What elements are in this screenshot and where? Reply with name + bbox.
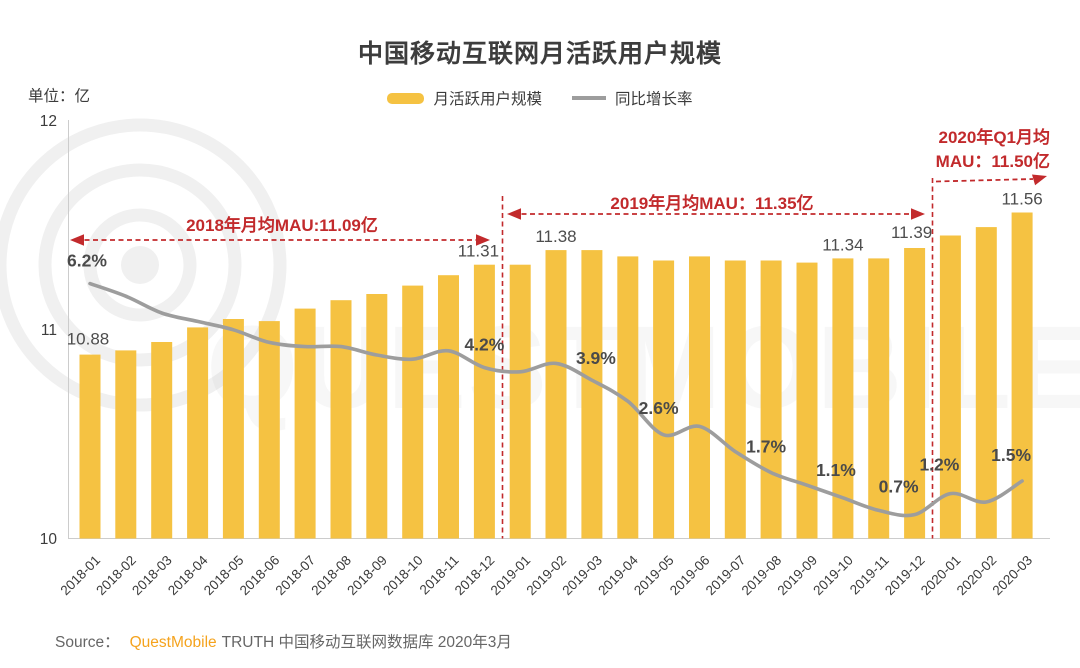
growth-rate-line bbox=[88, 281, 1024, 518]
watermark-circles-icon bbox=[0, 118, 287, 412]
y-tick-label: 11 bbox=[41, 322, 57, 339]
arrow-2020-span bbox=[935, 178, 1034, 183]
bar-2018-10 bbox=[402, 285, 424, 539]
annotation-2020q1-line2: MAU：11.50亿 bbox=[935, 152, 1050, 171]
arrowhead-right-icon bbox=[1031, 174, 1047, 186]
bar-2018-03 bbox=[151, 342, 173, 539]
bar-2018-05 bbox=[222, 319, 244, 539]
legend-label-mau: 月活跃用户规模 bbox=[433, 91, 542, 108]
bar-2018-08 bbox=[330, 300, 352, 539]
arrowhead-right-icon bbox=[911, 208, 925, 220]
bar-2019-12 bbox=[904, 248, 926, 539]
legend: 月活跃用户规模 同比增长率 bbox=[0, 87, 1080, 109]
growth-value-label-2018-12: 4.2% bbox=[464, 335, 504, 355]
bar-swatch-icon bbox=[387, 92, 425, 104]
source-label: Source： bbox=[55, 634, 120, 651]
source-line: Source： QuestMobile TRUTH 中国移动互联网数据库 2020年… bbox=[55, 630, 512, 652]
bar-2019-01 bbox=[509, 264, 531, 539]
bar-value-label-2018-12: 11.31 bbox=[458, 242, 499, 261]
bar-value-label-2020-03: 11.56 bbox=[1001, 190, 1042, 209]
bar-value-label-2019-02: 11.38 bbox=[535, 227, 576, 246]
watermark-text: QUESTMOBILE bbox=[206, 302, 1080, 434]
annotation-2019-avg-mau: 2019年月均MAU：11.35亿 bbox=[610, 194, 814, 213]
y-axis-ticks: 12 11 10 bbox=[40, 113, 58, 548]
bar-2019-03 bbox=[581, 250, 603, 539]
bar-value-labels: 10.88 11.31 11.38 11.34 11.39 11.56 bbox=[67, 190, 1043, 349]
growth-value-label-2020-03: 1.5% bbox=[991, 445, 1031, 465]
red-annotations bbox=[70, 174, 1047, 539]
x-tick-label-2020-03: 2020-03 bbox=[990, 553, 1036, 599]
bar-2019-04 bbox=[617, 256, 639, 539]
growth-value-labels: 6.2% 4.2% 3.9% 2.6% 1.7% 1.1% 0.7%1.2% 1.5% bbox=[67, 251, 1031, 497]
bar-2018-06 bbox=[258, 321, 280, 539]
bar-value-label-2018-01: 10.88 bbox=[67, 330, 110, 349]
y-tick-label: 12 bbox=[40, 113, 57, 130]
growth-value-label-2019-10: 1.1% bbox=[816, 460, 856, 480]
bar-value-label-2019-12: 11.39 bbox=[891, 223, 932, 242]
bar-2019-02 bbox=[545, 250, 567, 539]
watermark-circles-icon bbox=[38, 163, 242, 367]
source-brand: QuestMobile bbox=[129, 634, 217, 651]
x-tick-label-2018-10: 2018-10 bbox=[380, 553, 426, 599]
growth-value-label-2020-01: 1.2% bbox=[919, 455, 959, 475]
bar-value-label-2019-10: 11.34 bbox=[822, 235, 863, 254]
y-axis-unit-label: 单位：亿 bbox=[28, 88, 91, 105]
legend-item-growth: 同比增长率 bbox=[572, 87, 693, 109]
bar-2018-02 bbox=[115, 350, 137, 539]
source-rest: TRUTH 中国移动互联网数据库 2020年3月 bbox=[221, 634, 512, 651]
bar-2019-09 bbox=[796, 262, 818, 539]
growth-value-label-2018-01: 6.2% bbox=[67, 251, 107, 271]
arrowhead-left-icon bbox=[507, 208, 521, 220]
growth-value-label-2019-12: 0.7% bbox=[879, 477, 919, 497]
bar-2018-01 bbox=[79, 354, 101, 539]
bar-2020-02 bbox=[975, 227, 997, 539]
bar-2020-03 bbox=[1011, 212, 1033, 539]
bar-2018-12 bbox=[473, 264, 495, 539]
legend-item-mau: 月活跃用户规模 bbox=[387, 87, 542, 109]
page-title: 中国移动互联网月活跃用户规模 bbox=[357, 40, 722, 68]
bar-2018-09 bbox=[366, 294, 388, 539]
bar-2019-05 bbox=[653, 260, 675, 539]
bar-2019-11 bbox=[868, 258, 890, 539]
bars-series bbox=[79, 212, 1033, 539]
x-axis-labels: 2018-012018-022018-032018-042018-052018-… bbox=[57, 552, 1035, 598]
growth-value-label-2019-05: 2.6% bbox=[639, 398, 679, 418]
bar-2019-10 bbox=[832, 258, 854, 539]
growth-value-label-2019-08: 1.7% bbox=[746, 437, 786, 457]
bar-2018-04 bbox=[187, 327, 209, 539]
watermark-circles-icon bbox=[83, 208, 197, 322]
bar-2019-07 bbox=[724, 260, 746, 539]
annotation-2018-avg-mau: 2018年月均MAU:11.09亿 bbox=[186, 216, 378, 235]
annotation-2020q1-line1: 2020年Q1月均 bbox=[938, 128, 1051, 147]
watermark: QUESTMOBILE bbox=[0, 118, 1080, 434]
legend-label-growth: 同比增长率 bbox=[615, 91, 693, 108]
annotation-2020q1-avg-mau: 2020年Q1月均 MAU：11.50亿 bbox=[869, 126, 1050, 174]
bar-2018-11 bbox=[438, 275, 459, 539]
x-tick-label-2019-10: 2019-10 bbox=[810, 553, 856, 599]
watermark-dot-icon bbox=[121, 246, 159, 284]
arrowhead-left-icon bbox=[70, 234, 84, 246]
bar-2020-01 bbox=[939, 235, 961, 539]
bar-2019-06 bbox=[689, 256, 710, 539]
y-tick-label: 10 bbox=[40, 531, 58, 548]
arrowhead-right-icon bbox=[476, 234, 490, 246]
bar-2019-08 bbox=[760, 260, 782, 539]
line-swatch-icon bbox=[572, 96, 606, 100]
growth-value-label-2019-03: 3.9% bbox=[576, 348, 616, 368]
bar-2018-07 bbox=[294, 308, 316, 539]
